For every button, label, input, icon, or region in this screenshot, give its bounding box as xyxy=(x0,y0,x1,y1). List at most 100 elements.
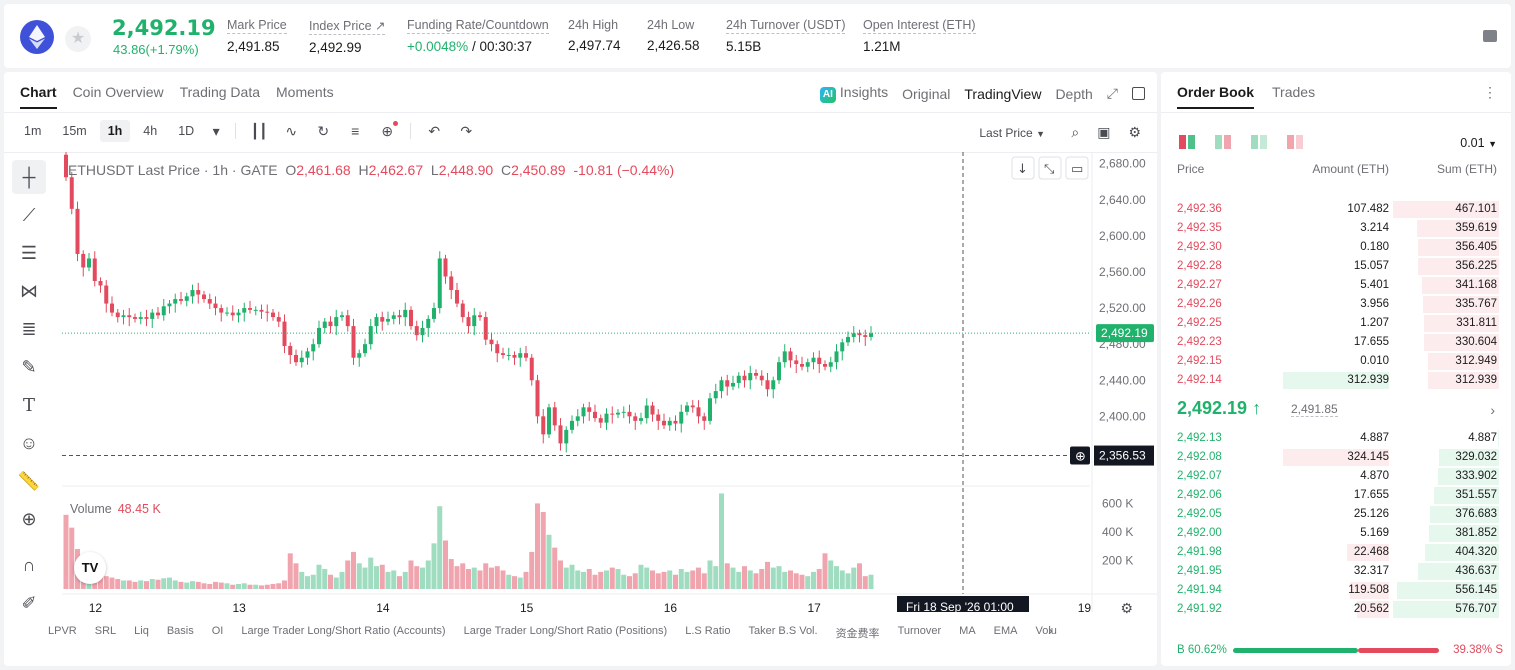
horizontal-lines-icon[interactable]: ☰ xyxy=(20,242,38,263)
ask-row[interactable]: 2,492.15 0.010 312.949 xyxy=(1161,352,1511,371)
chevron-down-icon[interactable]: ▾ xyxy=(212,123,220,139)
row-sum: 331.811 xyxy=(1456,317,1497,329)
chevron-right-icon[interactable]: › xyxy=(1048,622,1053,638)
ask-row[interactable]: 2,492.14 312.939 312.939 xyxy=(1161,371,1511,390)
text-icon[interactable]: T xyxy=(22,394,35,416)
bid-row[interactable]: 2,492.07 4.870 333.902 xyxy=(1161,467,1511,486)
indicator-chip[interactable]: 资金费率 xyxy=(835,628,880,640)
ask-row[interactable]: 2,492.27 5.401 341.168 xyxy=(1161,276,1511,295)
gear-icon[interactable]: ⚙ xyxy=(1128,124,1141,140)
precision-select[interactable]: 0.01 ▼ xyxy=(1460,136,1497,150)
ruler-icon[interactable]: 📏 xyxy=(17,470,41,491)
tab-trades[interactable]: Trades xyxy=(1272,84,1316,100)
indicator-chip[interactable]: OI xyxy=(211,625,224,637)
zoom-in-icon[interactable]: ⊕ xyxy=(21,508,37,529)
indicator-chip[interactable]: Basis xyxy=(166,625,194,637)
emoji-icon[interactable]: ☺ xyxy=(19,432,39,453)
mode-bids-icon[interactable] xyxy=(1251,135,1267,149)
book-icon[interactable] xyxy=(1483,30,1497,42)
ask-row[interactable]: 2,492.28 15.057 356.225 xyxy=(1161,257,1511,276)
timeframe-1d[interactable]: 1D xyxy=(178,124,195,138)
more-icon[interactable]: ⋮ xyxy=(1483,84,1497,100)
tab-chart[interactable]: Chart xyxy=(20,84,57,109)
mid-price[interactable]: 2,492.19 ↑ xyxy=(1177,398,1262,418)
candlestick-chart[interactable]: 2,680.00 2,640.00 2,600.00 2,560.00 2,520.00… xyxy=(4,152,1157,612)
price-type-select[interactable]: Last Price ▼ xyxy=(979,126,1045,140)
ask-row[interactable]: 2,492.25 1.207 331.811 xyxy=(1161,314,1511,333)
tab-trading-data[interactable]: Trading Data xyxy=(179,84,261,100)
tab-moments[interactable]: Moments xyxy=(276,84,334,100)
chevron-right-icon[interactable]: › xyxy=(1490,402,1495,418)
bid-row[interactable]: 2,491.94 119.508 556.145 xyxy=(1161,581,1511,600)
bid-row[interactable]: 2,491.92 20.562 576.707 xyxy=(1161,600,1511,619)
indicator-chip[interactable]: Taker B.S Vol. xyxy=(748,625,818,637)
indicator-chip[interactable]: LPVR xyxy=(48,625,77,637)
ask-row[interactable]: 2,492.35 3.214 359.619 xyxy=(1161,219,1511,238)
gear-icon[interactable]: ⚙ xyxy=(1120,600,1133,616)
bid-row[interactable]: 2,492.13 4.887 4.887 xyxy=(1161,429,1511,448)
favorite-star-icon[interactable]: ★ xyxy=(65,26,91,52)
ask-row[interactable]: 2,492.26 3.956 335.767 xyxy=(1161,295,1511,314)
insights-button[interactable]: AI Insights xyxy=(819,84,888,103)
redo-icon[interactable]: ↷ xyxy=(460,123,473,139)
price-axis-label: 2,640.00 xyxy=(1099,193,1146,207)
stat-mark-price[interactable]: Mark Price 2,491.85 xyxy=(227,18,287,54)
tab-order-book[interactable]: Order Book xyxy=(1177,84,1255,109)
expand-icon[interactable]: ⤢ xyxy=(1106,85,1118,101)
stat-24h-turnover[interactable]: 24h Turnover (USDT) 5.15B xyxy=(726,18,846,54)
indicator-chip[interactable]: SRL xyxy=(94,625,117,637)
bid-row[interactable]: 2,491.95 32.317 436.637 xyxy=(1161,562,1511,581)
undo-icon[interactable]: ↶ xyxy=(428,123,441,139)
mode-both-icon[interactable] xyxy=(1179,135,1195,149)
replay-icon[interactable]: ↻ xyxy=(317,123,330,139)
indicators-icon[interactable]: ∿ xyxy=(285,123,298,139)
camera-icon[interactable]: ▣ xyxy=(1097,124,1111,140)
bid-row[interactable]: 2,492.05 25.126 376.683 xyxy=(1161,505,1511,524)
stat-index-price[interactable]: Index Price ↗ 2,492.99 xyxy=(309,18,386,55)
magnet-icon[interactable]: ∩ xyxy=(22,554,36,575)
bid-row[interactable]: 2,492.06 17.655 351.557 xyxy=(1161,486,1511,505)
view-tradingview[interactable]: TradingView xyxy=(964,85,1042,102)
bid-row[interactable]: 2,491.98 22.468 404.320 xyxy=(1161,543,1511,562)
indicator-chip[interactable]: Liq xyxy=(134,625,149,637)
indicator-chip[interactable]: Turnover xyxy=(897,625,942,637)
template-icon[interactable]: ≡ xyxy=(351,123,360,139)
price-axis-label: 2,560.00 xyxy=(1099,265,1146,279)
ask-row[interactable]: 2,492.23 17.655 330.604 xyxy=(1161,333,1511,352)
stat-open-interest[interactable]: Open Interest (ETH) 1.21M xyxy=(863,18,976,54)
timeframe-15m[interactable]: 15m xyxy=(62,124,87,138)
candle-type-icon[interactable]: ┃┃ xyxy=(250,123,268,139)
timeframe-4h[interactable]: 4h xyxy=(143,124,158,138)
trend-line-icon[interactable]: ⟋ xyxy=(22,204,36,225)
indicator-chip[interactable]: MA xyxy=(959,625,976,637)
crosshair-icon[interactable]: ┼ xyxy=(12,160,46,194)
row-price: 2,492.30 xyxy=(1177,241,1222,253)
candle-body xyxy=(690,405,695,408)
fib-icon[interactable]: ≣ xyxy=(21,318,37,339)
volume-bar xyxy=(247,584,253,589)
ask-row[interactable]: 2,492.30 0.180 356.405 xyxy=(1161,238,1511,257)
ethereum-icon[interactable] xyxy=(20,20,54,54)
timeframe-1h[interactable]: 1h xyxy=(99,120,131,142)
indicator-chip[interactable]: Volu xyxy=(1035,625,1057,637)
view-original[interactable]: Original xyxy=(902,85,951,102)
indicator-chip[interactable]: EMA xyxy=(993,625,1018,637)
view-depth[interactable]: Depth xyxy=(1055,85,1093,102)
bid-row[interactable]: 2,492.00 5.169 381.852 xyxy=(1161,524,1511,543)
tab-coin-overview[interactable]: Coin Overview xyxy=(72,84,164,100)
pattern-icon[interactable]: ⋈ xyxy=(20,280,38,301)
timeframe-1m[interactable]: 1m xyxy=(24,124,42,138)
ask-row[interactable]: 2,492.36 107.482 467.101 xyxy=(1161,200,1511,219)
indicator-chip[interactable]: Large Trader Long/Short Ratio (Accounts) xyxy=(241,625,446,637)
stat-funding-rate[interactable]: Funding Rate/Countdown +0.0048% / 00:30:… xyxy=(407,18,549,54)
mode-asks-icon[interactable] xyxy=(1287,135,1303,149)
brush-icon[interactable]: ✎ xyxy=(21,356,37,377)
mode-both-light-icon[interactable] xyxy=(1215,135,1231,149)
indicator-chip[interactable]: L.S Ratio xyxy=(685,625,731,637)
search-icon[interactable]: ⌕ xyxy=(1071,124,1080,140)
bid-row[interactable]: 2,492.08 324.145 329.032 xyxy=(1161,448,1511,467)
indicator-chip[interactable]: Large Trader Long/Short Ratio (Positions… xyxy=(463,625,668,637)
pencil-lock-icon[interactable]: ✐ xyxy=(21,592,37,613)
window-icon[interactable] xyxy=(1132,87,1145,100)
add-indicator-icon[interactable]: ⊕ xyxy=(378,121,399,140)
